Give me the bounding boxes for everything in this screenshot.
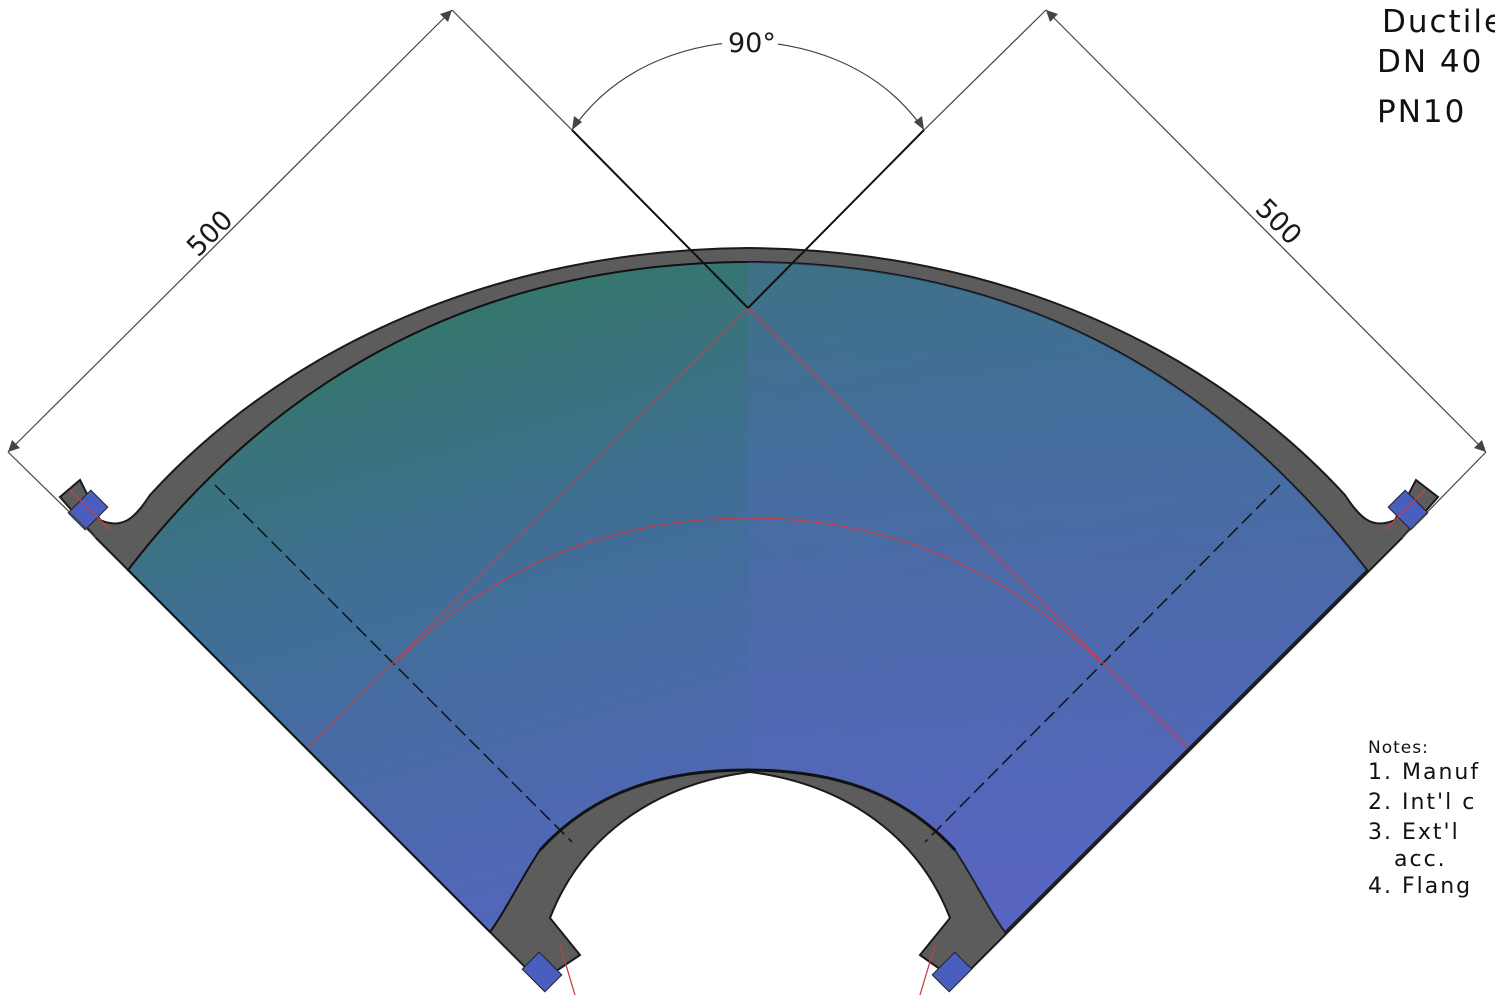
left-length-dimension: 500: [181, 205, 239, 263]
title-line-2: DN 40: [1377, 44, 1484, 80]
dimension-lines: [7, 9, 1487, 539]
centerlines: [69, 307, 1426, 996]
right-length-dimension: 500: [1249, 193, 1307, 251]
note-item: acc.: [1394, 847, 1447, 872]
note-item: 2. Int'l c: [1368, 790, 1477, 815]
title-line-3: PN10: [1377, 94, 1467, 130]
notes-heading: Notes:: [1368, 738, 1429, 758]
elbow-body-right-shade: [748, 262, 1367, 932]
inner-rim: [538, 768, 957, 852]
note-item: 1. Manuf: [1368, 760, 1481, 785]
angle-dimension: 90°: [728, 28, 776, 59]
title-line-1: Ductile: [1382, 4, 1495, 40]
note-item: 3. Ext'l: [1368, 820, 1460, 845]
left-joint-line: [214, 484, 573, 843]
arrowhead-icons: [8, 10, 1486, 452]
right-joint-line: [924, 484, 1281, 843]
notes-block: Notes: 1. Manuf 2. Int'l c 3. Ext'l acc.…: [1368, 738, 1480, 902]
construction-lines: [571, 129, 925, 309]
note-item: 4. Flang: [1368, 874, 1473, 899]
